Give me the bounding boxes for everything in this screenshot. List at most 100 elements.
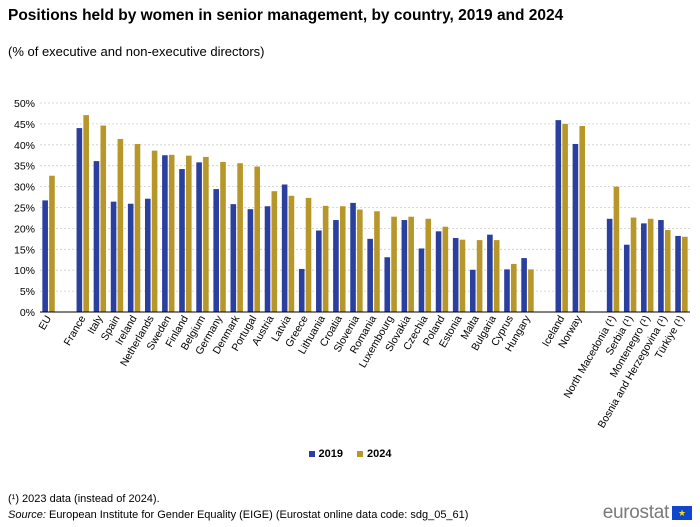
bar-2024 [476, 240, 483, 312]
bar-2019 [555, 120, 562, 312]
bar-2024 [493, 240, 500, 312]
bar-2019 [230, 204, 237, 312]
bar-2019 [196, 162, 202, 312]
legend-label-2024: 2024 [367, 448, 392, 460]
bar-2024 [408, 216, 414, 312]
bar-2024 [459, 239, 466, 312]
bar-2019 [350, 202, 356, 312]
legend: 2019 2024 [0, 448, 700, 460]
bar-2024 [151, 150, 158, 312]
bar-2024 [579, 125, 586, 313]
y-axis-ticks: 0% 5% 10% 15% 20% 25% 30% 35% 40% 45% 50% [14, 98, 35, 319]
bar-2019 [333, 220, 339, 312]
bar-2019 [641, 223, 647, 312]
bar-2019 [435, 231, 442, 312]
bar-2024 [49, 175, 55, 312]
bar-2024 [237, 163, 243, 312]
logo-text: eurostat [602, 502, 670, 523]
eurostat-logo: eurostat ★ [603, 502, 692, 524]
chart-title: Positions held by women in senior manage… [8, 7, 564, 24]
bar-2024 [134, 143, 141, 312]
y-tick-label: 25% [14, 203, 35, 215]
bar-2019 [418, 248, 425, 312]
x-axis-labels: EU FranceItalySpainIrelandNetherlandsSwed… [36, 313, 687, 430]
source-note: Source: European Institute for Gender Eq… [8, 508, 468, 522]
bar-2019 [213, 189, 220, 312]
bar-2024 [647, 218, 654, 312]
bar-2019 [281, 184, 288, 312]
y-tick-label: 15% [14, 244, 35, 256]
legend-item-2019: 2019 [308, 448, 343, 460]
y-tick-label: 50% [14, 98, 35, 110]
legend-swatch-2024 [357, 451, 363, 457]
bar-2019 [247, 209, 254, 312]
legend-swatch-2019 [308, 451, 315, 457]
bar-2024 [528, 269, 534, 312]
bar-2019 [504, 269, 510, 312]
bar-2024 [562, 123, 568, 313]
bar-2024 [374, 211, 380, 312]
bar-2019 [469, 269, 476, 312]
bar-2019 [367, 238, 373, 312]
bar-2024 [185, 155, 192, 312]
bar-2024 [613, 186, 620, 312]
bar-2019 [384, 257, 391, 312]
bar-2019 [42, 200, 48, 312]
x-tick-label: EU [36, 314, 54, 333]
y-tick-label: 35% [14, 161, 35, 173]
bar-2024 [254, 166, 261, 312]
bar-2024 [339, 206, 346, 312]
bar-2019 [76, 128, 83, 312]
y-tick-label: 45% [14, 119, 35, 131]
bar-2019 [264, 206, 271, 312]
bar-2024 [682, 236, 688, 312]
bar-2019 [675, 235, 681, 312]
bar-2019 [144, 198, 151, 312]
bar-2019 [110, 201, 117, 312]
bar-2024 [357, 209, 363, 312]
bar-2024 [322, 205, 329, 312]
y-tick-label: 0% [20, 307, 35, 319]
bar-2019 [179, 169, 185, 312]
bar-2024 [220, 161, 226, 312]
bar-2019 [298, 268, 305, 312]
y-tick-label: 30% [14, 182, 35, 194]
bar-2024 [442, 226, 449, 312]
bar-2024 [510, 263, 517, 312]
bar-2024 [117, 138, 124, 312]
bar-2024 [425, 218, 432, 312]
bar-2019 [93, 161, 100, 312]
bar-2019 [623, 244, 630, 312]
bar-2024 [664, 230, 671, 312]
bar-2019 [401, 220, 408, 312]
bar-2024 [288, 195, 295, 312]
bar-2019 [162, 155, 168, 312]
footnote: (¹) 2023 data (instead of 2024). [8, 493, 160, 505]
chart-subtitle: (% of executive and non-executive direct… [8, 44, 265, 59]
bar-2019 [572, 143, 579, 312]
bar-2019 [658, 220, 664, 312]
legend-label-2019: 2019 [318, 448, 343, 460]
source-label: Source: [8, 509, 46, 521]
y-tick-label: 20% [14, 223, 35, 235]
bar-2024 [100, 125, 107, 313]
bar-2024 [630, 217, 637, 312]
eu-flag-icon: ★ [672, 506, 692, 520]
bar-2019 [316, 230, 322, 312]
y-tick-label: 5% [20, 286, 35, 298]
bars [42, 115, 688, 313]
legend-item-2024: 2024 [357, 448, 391, 460]
bar-2019 [452, 238, 459, 312]
bar-2019 [521, 258, 527, 312]
bar-2019 [127, 203, 134, 312]
y-tick-label: 40% [14, 140, 35, 152]
bar-2024 [391, 216, 397, 312]
bar-2024 [168, 154, 175, 312]
bar-2024 [203, 156, 209, 312]
y-tick-label: 10% [14, 265, 35, 277]
bar-2024 [271, 191, 278, 312]
source-text: European Institute for Gender Equality (… [45, 509, 469, 521]
bar-2024 [305, 197, 312, 312]
bar-2019 [487, 234, 493, 312]
